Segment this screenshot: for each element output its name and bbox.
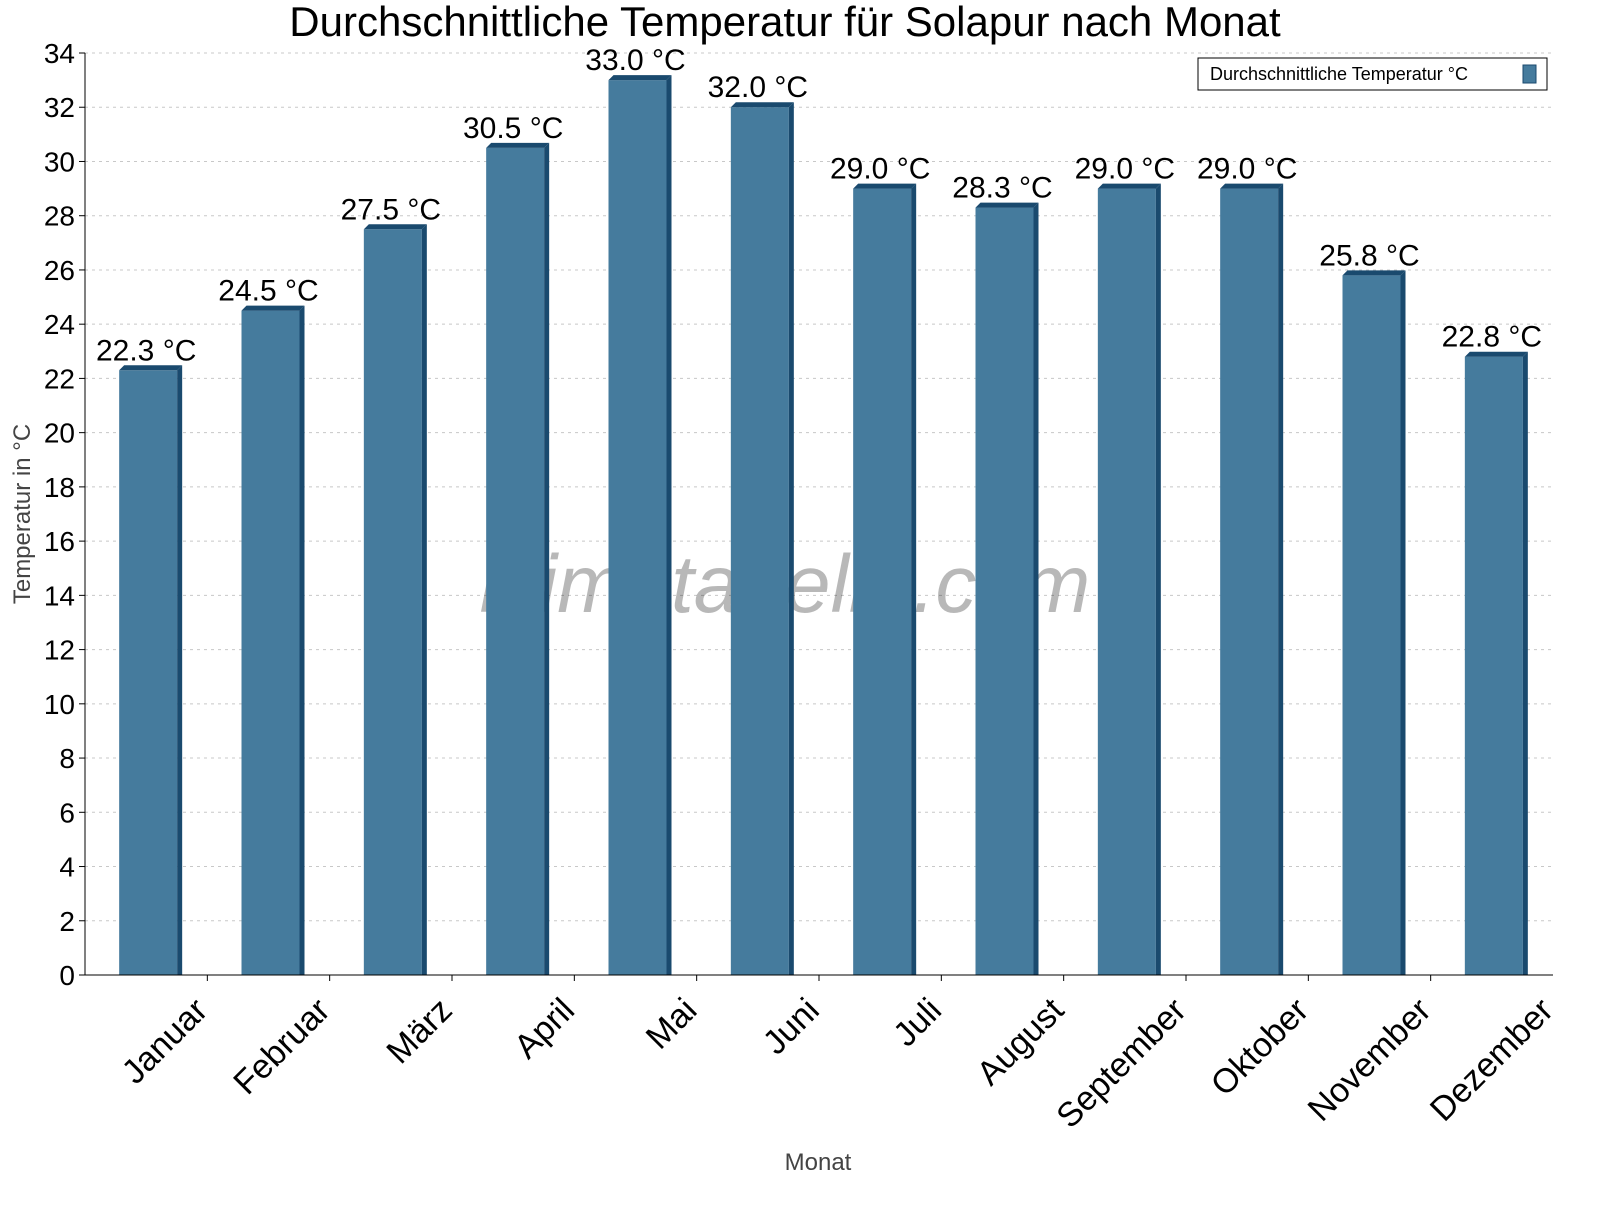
bar (241, 310, 300, 975)
x-tick-label: Mai (639, 991, 705, 1057)
y-tick-label: 20 (44, 418, 75, 449)
y-tick-label: 16 (44, 526, 75, 557)
y-tick-label: 18 (44, 472, 75, 503)
bar (975, 207, 1034, 976)
y-axis-label: Temperatur in °C (9, 424, 36, 604)
bar-top (853, 183, 917, 189)
bar (363, 229, 422, 975)
data-label: 22.3 °C (96, 334, 196, 367)
bar-top (119, 365, 183, 371)
y-tick-label: 10 (44, 689, 75, 720)
y-tick-label: 26 (44, 255, 75, 286)
data-label: 24.5 °C (218, 275, 318, 308)
y-tick-label: 32 (44, 92, 75, 123)
y-tick-label: 4 (59, 852, 75, 883)
data-label: 33.0 °C (585, 44, 685, 77)
y-tick-label: 12 (44, 635, 75, 666)
bar (730, 107, 789, 975)
x-tick-label: Dezember (1423, 991, 1561, 1129)
y-tick-label: 14 (44, 580, 75, 611)
bar-side (911, 183, 917, 975)
x-tick-label: März (379, 991, 459, 1071)
y-tick-label: 6 (59, 797, 75, 828)
data-label: 29.0 °C (1197, 153, 1297, 186)
y-tick-label: 8 (59, 743, 75, 774)
x-tick-label: November (1301, 991, 1439, 1129)
y-tick-label: 34 (44, 38, 75, 69)
y-tick-label: 0 (59, 960, 75, 991)
data-label: 27.5 °C (341, 193, 441, 226)
x-tick-label: Juni (756, 991, 827, 1062)
data-label: 28.3 °C (952, 172, 1052, 205)
x-axis-label: Monat (785, 1149, 852, 1176)
bar (1342, 275, 1401, 975)
bar-side (299, 305, 305, 975)
bar (1220, 188, 1279, 975)
bar-side (788, 102, 794, 975)
y-tick-label: 22 (44, 363, 75, 394)
bar-side (177, 365, 183, 975)
bar-side (1278, 183, 1284, 975)
data-label: 29.0 °C (830, 153, 930, 186)
gridlines (85, 52, 1553, 922)
bar-top (363, 224, 427, 230)
legend-label: Durchschnittliche Temperatur °C (1210, 64, 1468, 84)
bar-top (241, 305, 305, 311)
bars: 22.3 °C 24.5 °C 27.5 °C 30.5 °C 33.0 °C 32.0 … (96, 44, 1542, 976)
data-label: 32.0 °C (708, 71, 808, 104)
bar-side (544, 142, 550, 976)
legend-swatch (1522, 64, 1537, 84)
x-tick-label: Juli (886, 991, 949, 1054)
bar (486, 147, 545, 976)
x-tick-label: Oktober (1204, 991, 1316, 1103)
y-tick-label: 2 (59, 906, 75, 937)
bar-side (666, 75, 672, 975)
data-label: 29.0 °C (1075, 153, 1175, 186)
data-label: 25.8 °C (1319, 239, 1419, 272)
chart-title: Durchschnittliche Temperatur für Solapur… (289, 0, 1281, 45)
bar-top (730, 102, 794, 108)
bar (853, 188, 912, 975)
x-tick-label: Januar (115, 991, 215, 1091)
y-tick-label: 28 (44, 201, 75, 232)
y-tick-label: 24 (44, 309, 75, 340)
bar-top (486, 142, 550, 148)
bar-side (421, 224, 427, 975)
bar (1464, 356, 1523, 975)
bar (1097, 188, 1156, 975)
bar-top (1464, 351, 1528, 357)
y-tick-label: 30 (44, 146, 75, 177)
x-tick-label: August (970, 991, 1072, 1093)
x-tick-label: September (1049, 991, 1193, 1135)
bar-side (1033, 202, 1039, 976)
bar-top (608, 75, 672, 81)
bar-side (1522, 351, 1528, 975)
data-label: 22.8 °C (1442, 321, 1542, 354)
bar (119, 370, 178, 975)
bar (608, 80, 667, 975)
bar-top (975, 202, 1039, 208)
bar-top (1097, 183, 1161, 189)
bar-top (1342, 270, 1406, 276)
bar-side (1400, 270, 1406, 975)
x-tick-label: April (507, 991, 582, 1066)
legend: Durchschnittliche Temperatur °C (1197, 57, 1548, 91)
bar-side (1155, 183, 1161, 975)
bar-top (1220, 183, 1284, 189)
x-tick-label: Februar (226, 991, 337, 1102)
data-label: 30.5 °C (463, 112, 563, 145)
